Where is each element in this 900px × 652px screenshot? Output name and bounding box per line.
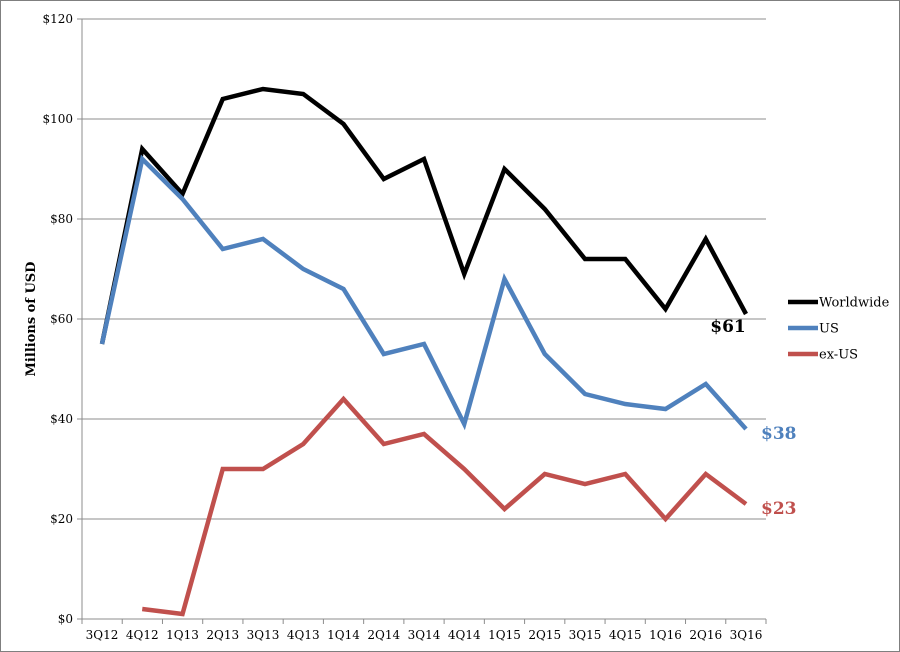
x-tick-label-2Q14: 2Q14 [367,628,400,642]
x-tick-label-4Q15: 4Q15 [609,628,642,642]
x-tick-label-2Q15: 2Q15 [528,628,561,642]
y-tick-label-0: $0 [58,612,73,626]
y-tick-label-40: $40 [50,412,73,426]
x-tick-label-3Q13: 3Q13 [247,628,280,642]
x-tick-label-1Q15: 1Q15 [488,628,521,642]
x-tick-label-2Q16: 2Q16 [689,628,722,642]
y-tick-label-120: $120 [42,12,73,26]
x-tick-label-4Q14: 4Q14 [448,628,481,642]
legend-label-us: US [819,322,839,337]
x-tick-label-3Q12: 3Q12 [86,628,119,642]
y-tick-label-100: $100 [42,112,73,126]
y-tick-label-80: $80 [50,212,73,226]
x-tick-label-4Q13: 4Q13 [287,628,320,642]
legend-label-ex-us: ex-US [819,348,858,363]
legend-label-worldwide: Worldwide [819,296,890,311]
x-tick-label-1Q14: 1Q14 [327,628,360,642]
x-tick-label-3Q15: 3Q15 [569,628,602,642]
y-tick-label-20: $20 [50,512,73,526]
end-label-worldwide: $61 [710,317,746,337]
y-tick-label-60: $60 [50,312,73,326]
series-line-us [99,154,748,431]
end-label-us: $38 [761,424,797,444]
x-tick-label-4Q12: 4Q12 [126,628,159,642]
x-tick-label-1Q16: 1Q16 [649,628,682,642]
x-tick-label-2Q13: 2Q13 [206,628,239,642]
series-line-ex-us [141,395,748,617]
x-tick-label-3Q14: 3Q14 [408,628,441,642]
x-tick-label-3Q16: 3Q16 [730,628,763,642]
x-tick-label-1Q13: 1Q13 [166,628,199,642]
series-line-worldwide [99,86,748,345]
y-axis-title: Millions of USD [24,262,39,377]
end-label-ex-us: $23 [761,499,797,519]
